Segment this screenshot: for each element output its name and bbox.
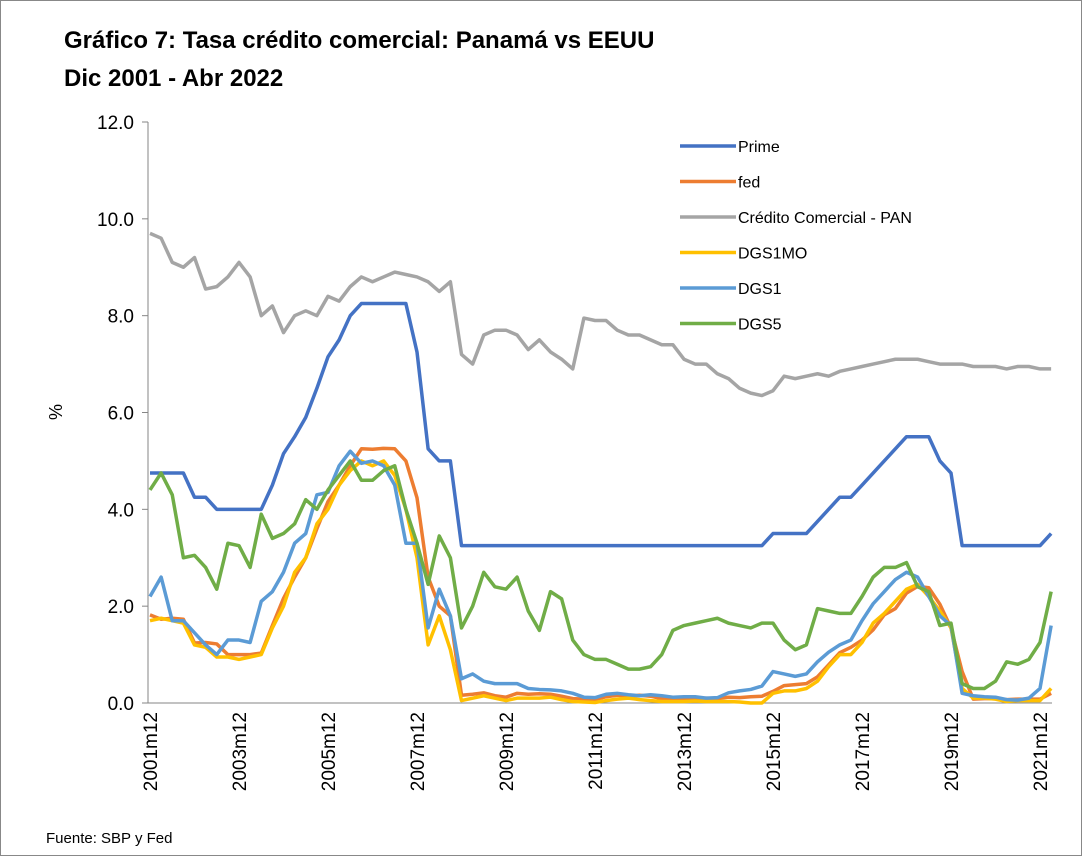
legend-label: Prime	[738, 139, 780, 156]
x-tick-label: 2007m12	[408, 712, 429, 791]
legend-label: DGS1MO	[738, 246, 807, 263]
x-tick-label: 2005m12	[319, 712, 340, 791]
data-line	[148, 449, 1053, 702]
legend-label: fed	[738, 175, 760, 192]
data-line	[148, 459, 1053, 691]
chart-subtitle: Dic 2001 - Abr 2022	[64, 65, 283, 92]
y-tick-label: 0.0	[108, 694, 134, 715]
y-tick-label: 2.0	[108, 597, 134, 618]
data-line	[149, 459, 1053, 705]
legend-label: DGS5	[738, 317, 782, 334]
legend-label: Crédito Comercial - PAN	[738, 210, 912, 227]
x-tick-label: 2011m12	[586, 712, 607, 790]
x-tick-label: 2017m12	[853, 712, 874, 791]
y-tick-label: 8.0	[108, 307, 134, 328]
x-tick-label: 2015m12	[764, 712, 785, 791]
y-tick-label: 4.0	[108, 500, 134, 521]
x-tick-label: 2001m12	[141, 712, 162, 791]
legend-label: DGS1	[738, 281, 782, 298]
x-tick-label: 2013m12	[675, 712, 696, 791]
x-tick-label: 2019m12	[942, 712, 963, 791]
x-tick-label: 2009m12	[497, 712, 518, 791]
x-tick-label: 2021m12	[1031, 712, 1052, 791]
y-tick-label: 12.0	[97, 113, 134, 134]
chart-title: Gráfico 7: Tasa crédito comercial: Panam…	[64, 27, 654, 54]
y-axis-label: %	[46, 404, 66, 420]
x-tick-label: 2003m12	[230, 712, 251, 791]
y-tick-label: 6.0	[108, 404, 134, 425]
data-line	[150, 301, 1053, 548]
data-line	[149, 231, 1052, 398]
y-tick-label: 10.0	[97, 210, 134, 231]
source-note: Fuente: SBP y Fed	[46, 830, 172, 847]
